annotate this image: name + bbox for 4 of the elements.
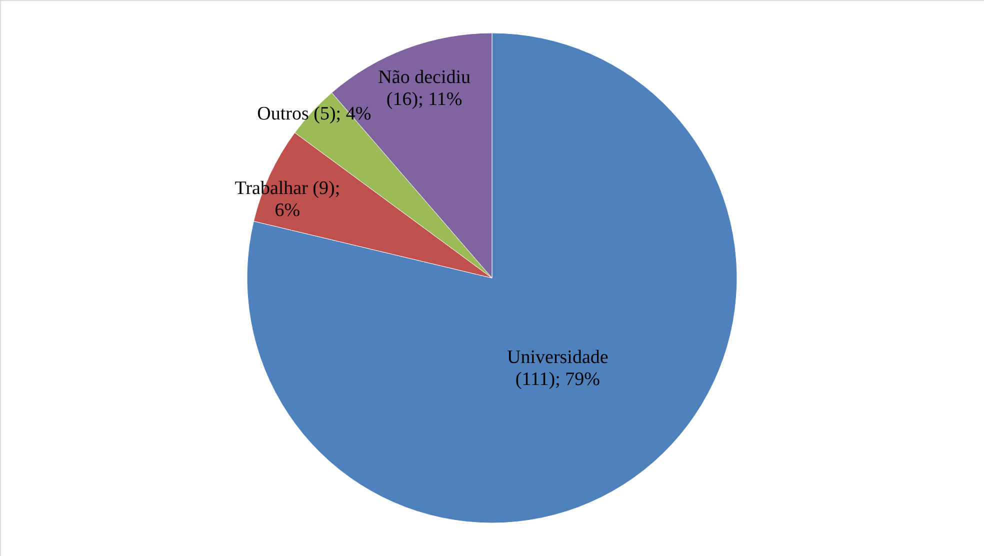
slice-label: Não decidiu [378,66,471,88]
data-label: (111); 79% [515,369,600,390]
data-label: (16); 11% [386,88,462,110]
slice-label: Universidade [507,347,608,368]
